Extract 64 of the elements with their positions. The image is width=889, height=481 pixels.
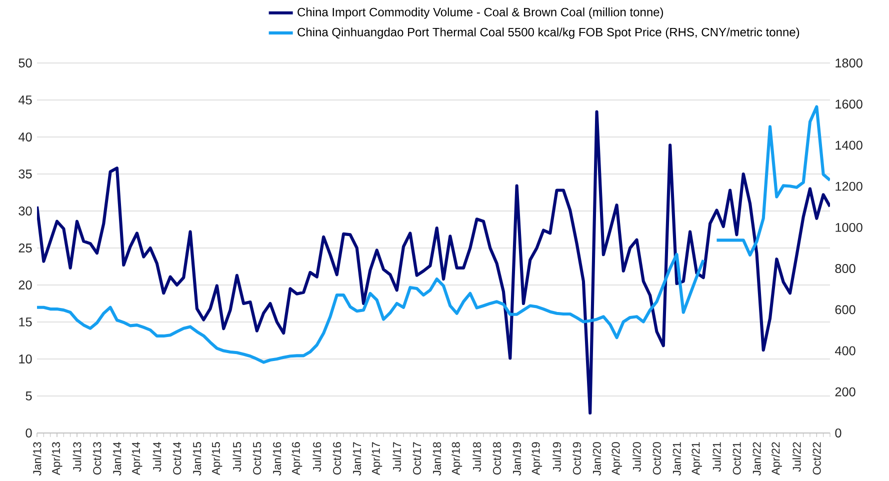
y2-tick-label: 400 (835, 346, 856, 356)
x-tick-label: Jan/15 (192, 442, 202, 476)
y-tick-label: 25 (18, 244, 32, 252)
x-tick-label: Oct/16 (332, 442, 342, 475)
y-tick-label: 40 (18, 132, 32, 142)
x-tick-label: Apr/17 (372, 442, 382, 476)
y2-tick-label: 800 (835, 264, 856, 274)
x-tick-label: Jul/21 (712, 442, 721, 472)
x-tick-label: Jul/16 (312, 442, 322, 472)
x-tick-label: Jan/17 (352, 442, 362, 476)
y-tick-label: 45 (18, 96, 32, 104)
x-tick-label: Jul/20 (632, 442, 641, 472)
x-tick-label: Jan/14 (112, 442, 122, 476)
legend-label: China Qinhuangdao Port Thermal Coal 5500 kcal/kg FOB Spot Price (RHS, CNY/metric tonne) (298, 28, 800, 39)
y-tick-label: 20 (18, 280, 32, 290)
x-tick-label: Jan/16 (272, 442, 282, 476)
line-series (37, 110, 830, 415)
y2-tick-label: 600 (835, 305, 856, 314)
x-tick-label: Jul/15 (232, 442, 242, 472)
y2-tick-label: 0 (835, 428, 842, 438)
y-tick-label: 0 (26, 428, 32, 438)
y2-tick-label: 200 (835, 387, 856, 396)
x-tick-label: Jan/18 (432, 442, 441, 476)
x-tick-label: Jan/19 (512, 442, 521, 476)
y2-tick-label: 1600 (836, 100, 862, 109)
x-tick-label: Apr/13 (52, 442, 62, 476)
x-tick-label: Jul/13 (72, 442, 82, 472)
y2-tick-label: 1000 (836, 222, 862, 232)
x-tick-label: Jul/18 (472, 442, 481, 472)
y-tick-label: 10 (19, 354, 32, 364)
x-tick-label: Oct/19 (572, 442, 581, 475)
x-tick-label: Oct/20 (652, 442, 661, 475)
y-tick-label: 50 (18, 58, 32, 68)
y-tick-label: 15 (19, 318, 32, 326)
x-tick-label: Jul/17 (392, 442, 402, 472)
x-tick-label: Apr/18 (452, 442, 462, 476)
x-tick-label: Jul/14 (152, 442, 162, 472)
x-tick-label: Oct/18 (492, 442, 501, 475)
x-tick-label: Apr/16 (292, 442, 302, 476)
x-tick-label: Jan/21 (672, 442, 681, 476)
x-tick-label: Apr/22 (771, 442, 782, 476)
x-tick-label: Oct/17 (412, 442, 421, 475)
legend-label: China Import Commodity Volume - Coal & Brown Coal (million tonne) (298, 8, 664, 19)
x-tick-label: Jan/22 (752, 442, 761, 476)
x-tick-label: Apr/20 (611, 442, 622, 476)
x-tick-label: Oct/14 (172, 442, 182, 475)
x-tick-label: Oct/21 (732, 442, 741, 475)
x-tick-label: Apr/14 (132, 442, 142, 476)
x-tick-label: Jan/20 (592, 442, 601, 476)
x-tick-label: Oct/22 (812, 442, 821, 475)
y2-tick-label: 1400 (836, 140, 862, 150)
y2-tick-label: 1800 (836, 58, 862, 68)
y-tick-label: 30 (18, 206, 32, 216)
x-tick-label: Oct/13 (92, 442, 102, 475)
y-tick-label: 35 (18, 170, 32, 178)
x-tick-label: Oct/15 (252, 442, 262, 475)
x-tick-label: Jan/13 (32, 442, 42, 476)
x-tick-label: Apr/15 (212, 442, 222, 476)
y-tick-label: 5 (26, 392, 32, 400)
x-tick-label: Apr/21 (691, 442, 702, 476)
x-tick-label: Jul/22 (792, 442, 801, 472)
x-tick-label: Apr/19 (532, 442, 542, 476)
x-tick-label: Jul/19 (552, 442, 561, 472)
y2-tick-label: 1200 (836, 182, 862, 191)
